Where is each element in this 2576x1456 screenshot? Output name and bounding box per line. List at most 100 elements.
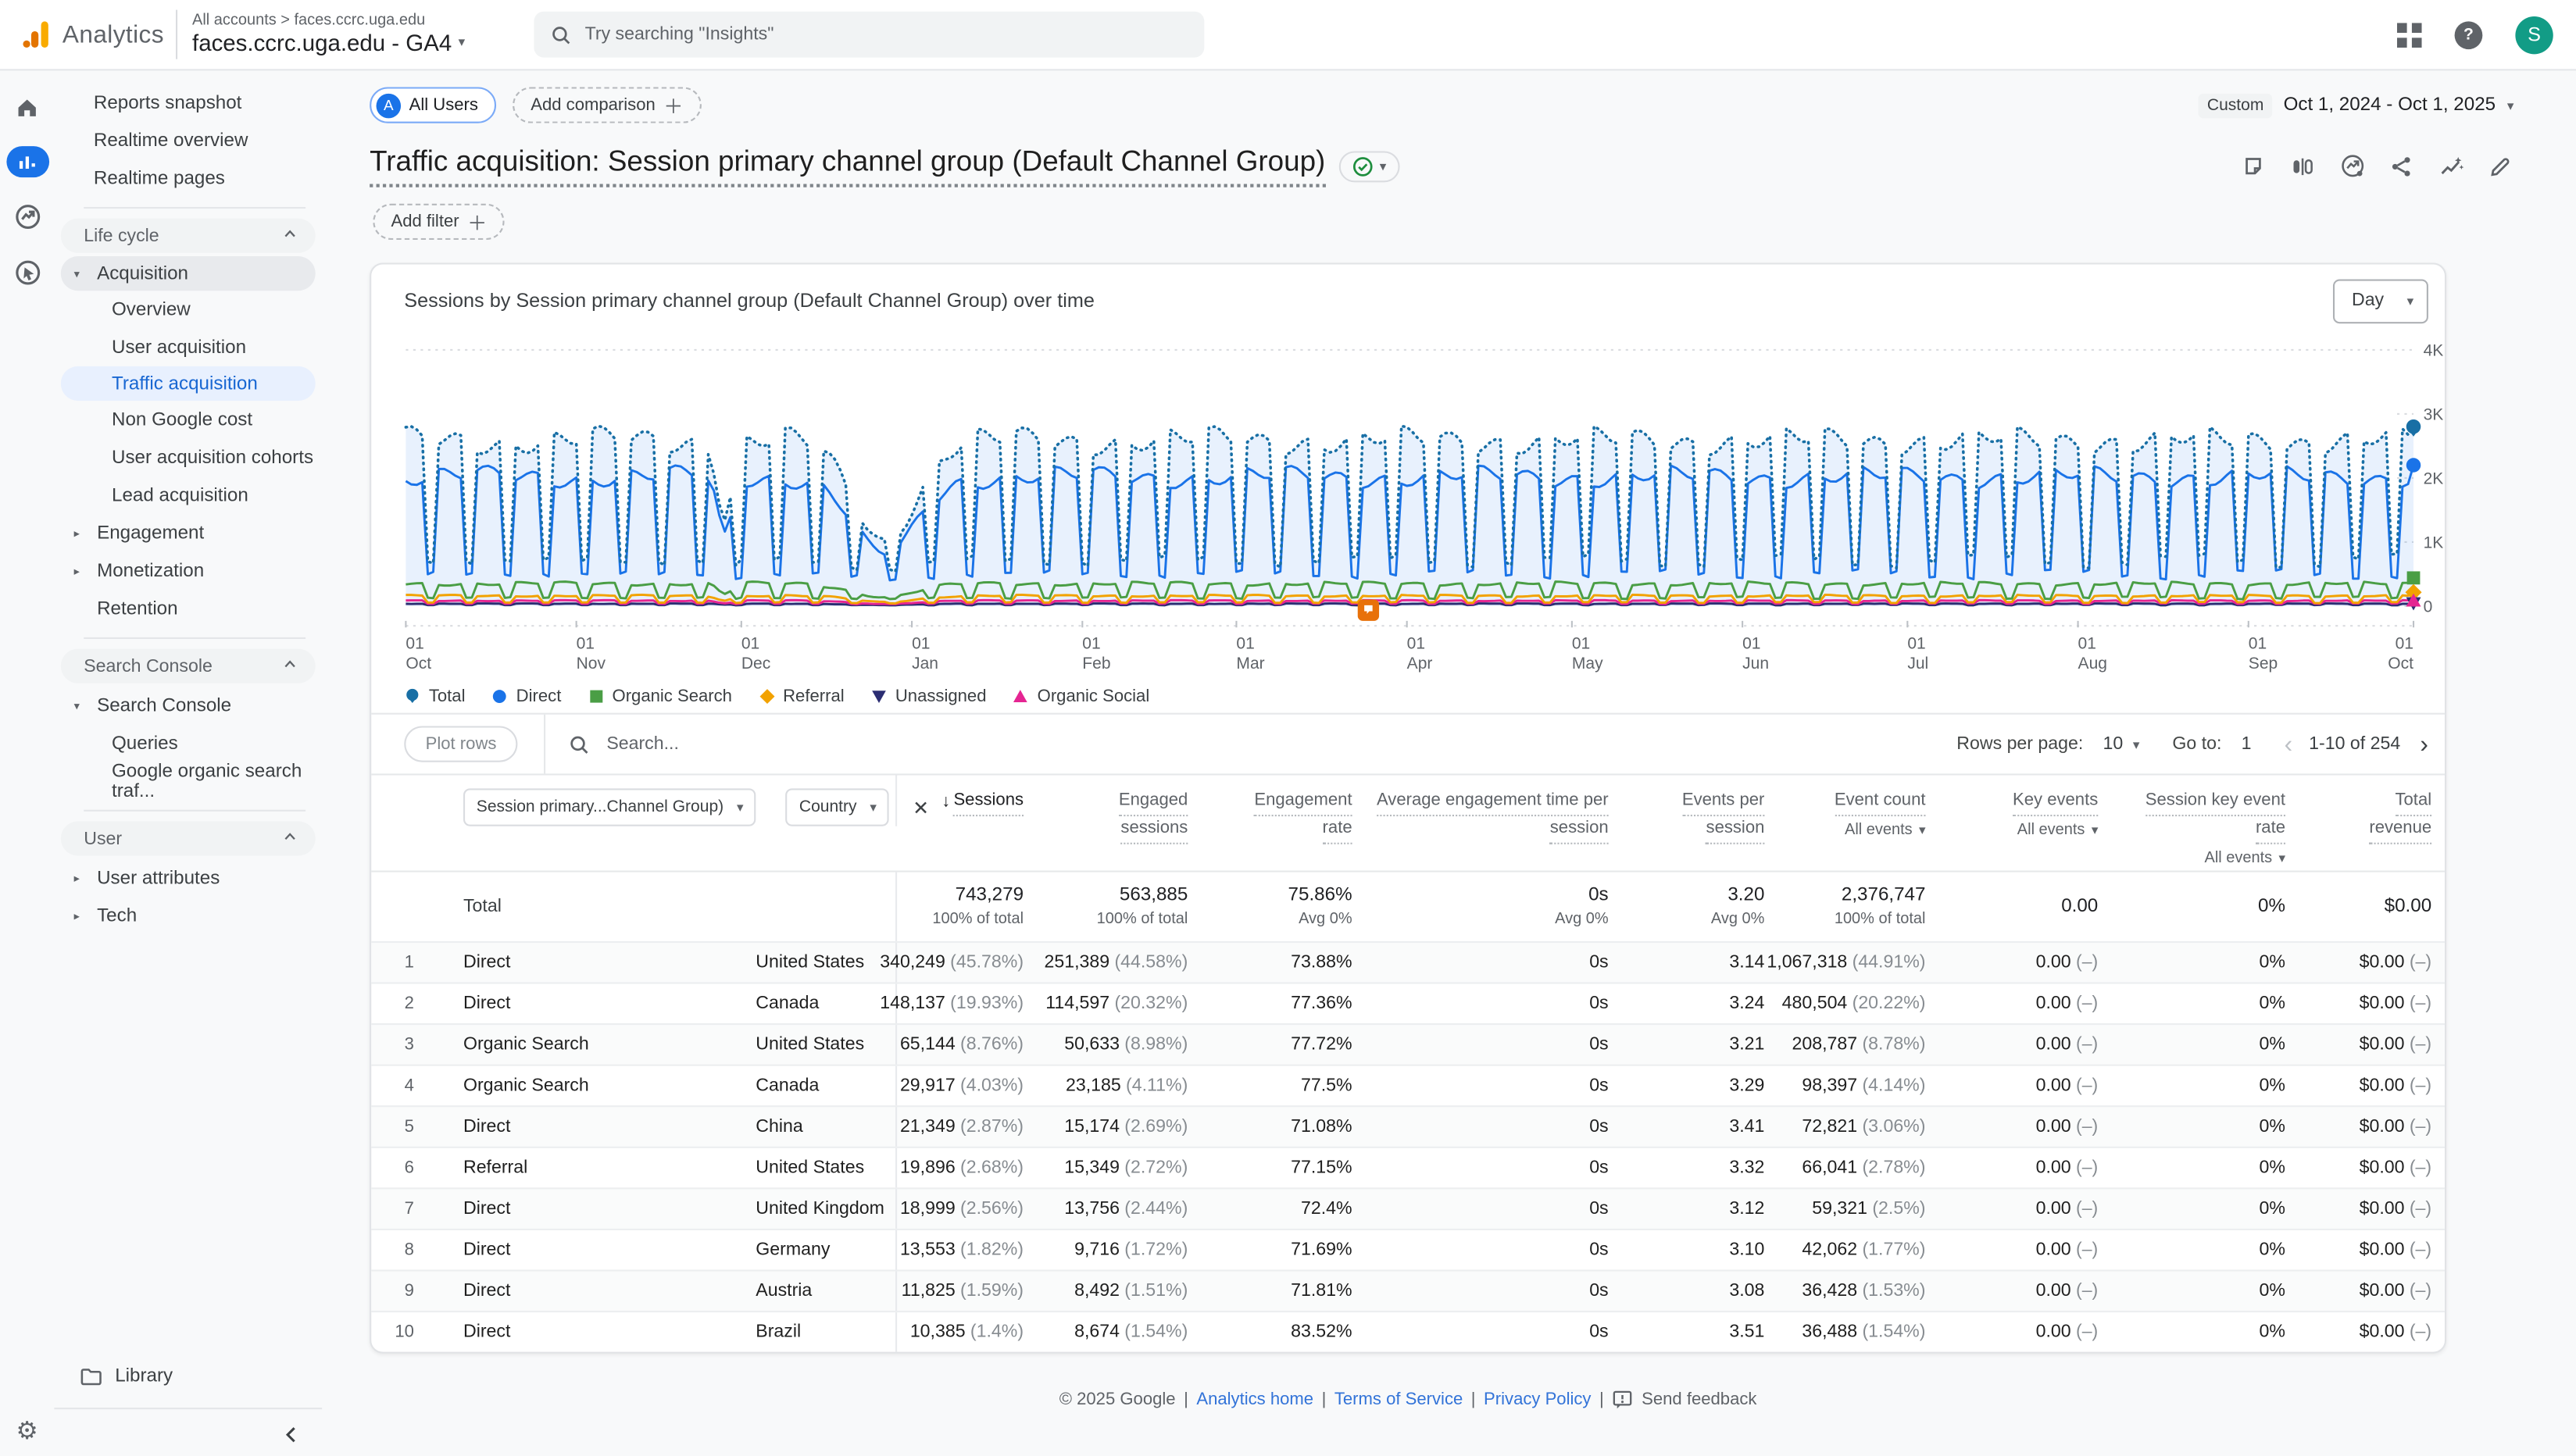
table-row[interactable]: 2 Direct Canada 148,137 (19.93%) 114,597 (20.3… — [371, 981, 2445, 1023]
cell-events: 66,041 (2.78%) — [1802, 1157, 1926, 1178]
sidebar-item-google-organic-search-traf-[interactable]: Google organic search traf... — [111, 761, 302, 801]
column-header-sessions[interactable]: ↓ Sessions — [897, 776, 1037, 816]
svg-text:0: 0 — [2424, 598, 2433, 616]
legend-item-referral[interactable]: Referral — [759, 687, 845, 706]
sidebar-item-queries[interactable]: Queries — [111, 733, 178, 754]
advertising-icon[interactable] — [11, 256, 44, 289]
cell-engaged: 15,174 (2.69%) — [1064, 1116, 1188, 1137]
share-icon[interactable] — [2387, 152, 2415, 180]
table-search-input[interactable] — [603, 732, 1103, 756]
apps-grid-icon[interactable] — [2396, 22, 2422, 47]
rows-per-page-value[interactable]: 10 — [2103, 733, 2124, 755]
cell-sessions: 148,137 (19.93%) — [880, 993, 1024, 1013]
sidebar-item-non-google-cost[interactable]: Non Google cost — [111, 409, 253, 430]
table-row[interactable]: 7 Direct United Kingdom 18,999 (2.56%) 13,756… — [371, 1187, 2445, 1229]
sidebar-item-retention[interactable]: Retention — [97, 598, 178, 619]
reports-icon[interactable] — [5, 146, 49, 178]
legend-item-unassigned[interactable]: Unassigned — [870, 687, 986, 706]
sidebar-item-reports-snapshot[interactable]: Reports snapshot — [93, 92, 242, 113]
next-page-icon[interactable]: › — [2420, 730, 2428, 758]
remove-dimension-icon[interactable]: ✕ — [913, 795, 930, 819]
table-row[interactable]: 6 Referral United States 19,896 (2.68%) 15,34… — [371, 1146, 2445, 1187]
sidebar-item-overview[interactable]: Overview — [111, 299, 191, 319]
add-filter-button[interactable]: Add filter ＋ — [373, 203, 506, 241]
sidebar-section-life-cycle[interactable]: Life cycle — [60, 218, 316, 253]
legend-item-organic-search[interactable]: Organic Search — [588, 687, 732, 706]
explore-icon[interactable] — [11, 201, 44, 234]
sidebar-item-engagement[interactable]: ▸ Engagement — [73, 523, 205, 543]
home-icon[interactable] — [11, 91, 44, 123]
report-status-badge[interactable]: ▾ — [1338, 150, 1399, 182]
insights-circle-icon[interactable] — [2338, 152, 2366, 180]
sidebar-item-search-console[interactable]: ▾ Search Console — [73, 695, 232, 716]
search-input[interactable]: Try searching "Insights" — [534, 11, 1205, 58]
avatar[interactable]: S — [2515, 15, 2553, 54]
column-header-rate[interactable]: Engagement rate — [1201, 776, 1365, 844]
table-row[interactable]: 8 Direct Germany 13,553 (1.82%) 9,716 (1.72%) 7… — [371, 1228, 2445, 1269]
event-filter-select[interactable]: All events ▾ — [2017, 819, 2098, 843]
divider — [84, 637, 306, 639]
date-range-picker[interactable]: Custom Oct 1, 2024 - Oct 1, 2025 ▾ — [2199, 92, 2513, 118]
legend-item-total[interactable]: Total — [404, 687, 465, 706]
link-terms[interactable]: Terms of Service — [1334, 1389, 1463, 1409]
breadcrumb[interactable]: All accounts > faces.ccrc.uga.edu — [192, 11, 426, 30]
table-row[interactable]: 9 Direct Austria 11,825 (1.59%) 8,492 (1.51%) 7… — [371, 1269, 2445, 1311]
primary-dimension-select[interactable]: Session primary...Channel Group) ▾ — [463, 788, 757, 826]
column-header-engaged[interactable]: Engaged sessions — [1037, 776, 1201, 844]
sidebar-item-realtime-overview[interactable]: Realtime overview — [93, 130, 248, 151]
chevron-down-icon[interactable]: ▾ — [2132, 737, 2140, 752]
edit-icon[interactable] — [2486, 152, 2514, 180]
table-row[interactable]: 3 Organic Search United States 65,144 (8.76%… — [371, 1022, 2445, 1065]
column-header-revenue[interactable]: Total revenue — [2299, 776, 2445, 844]
sidebar-section-user[interactable]: User — [60, 821, 316, 856]
add-comparison-button[interactable]: Add comparison ＋ — [513, 87, 702, 123]
table-row[interactable]: 5 Direct China 21,349 (2.87%) 15,174 (2.69%) 71… — [371, 1104, 2445, 1147]
sidebar-item-traffic-acquisition[interactable]: Traffic acquisition — [60, 366, 316, 401]
sidebar-item-user-acquisition[interactable]: User acquisition — [111, 337, 247, 358]
event-filter-select[interactable]: All events ▾ — [2205, 847, 2285, 870]
sidebar-section-search-console[interactable]: Search Console — [60, 648, 316, 683]
property-selector[interactable]: faces.ccrc.uga.edu - GA4 ▾ — [192, 28, 466, 55]
event-filter-select[interactable]: All events ▾ — [1845, 819, 1925, 843]
sidebar-item-tech[interactable]: ▸ Tech — [73, 905, 138, 926]
page-title[interactable]: Traffic acquisition: Session primary cha… — [370, 145, 1326, 187]
collapse-drawer-icon[interactable] — [281, 1423, 302, 1444]
link-analytics-home[interactable]: Analytics home — [1196, 1389, 1314, 1409]
column-header-key_events[interactable]: Key events All events ▾ — [1938, 776, 2111, 843]
previous-page-icon[interactable]: ‹ — [2284, 730, 2293, 758]
column-header-avg_time[interactable]: Average engagement time per session — [1365, 776, 1621, 844]
column-header-eps[interactable]: Events per session — [1621, 776, 1777, 844]
plot-rows-button[interactable]: Plot rows — [404, 726, 518, 762]
sidebar-item-acquisition[interactable]: ▾ Acquisition — [60, 256, 316, 291]
table-row[interactable]: 4 Organic Search Canada 29,917 (4.03%) 23,185… — [371, 1064, 2445, 1105]
sidebar-item-user-acquisition-cohorts[interactable]: User acquisition cohorts — [111, 448, 314, 468]
go-to-value[interactable]: 1 — [2241, 733, 2252, 755]
ab-compare-icon[interactable] — [2288, 152, 2317, 180]
note-icon[interactable] — [2239, 152, 2267, 180]
annotation-marker[interactable] — [1357, 599, 1380, 621]
sidebar-item-library[interactable]: Library — [54, 1355, 322, 1398]
chevron-down-icon: ▾ — [736, 800, 744, 815]
audience-chip-all-users[interactable]: A All Users — [370, 87, 497, 123]
sidebar-item-lead-acquisition[interactable]: Lead acquisition — [111, 485, 248, 505]
help-icon[interactable]: ? — [2454, 20, 2483, 49]
cell-skr: 0% — [2259, 952, 2285, 972]
send-feedback[interactable]: Send feedback — [1642, 1389, 1757, 1409]
sidebar-item-user-attributes[interactable]: ▸ User attributes — [73, 868, 220, 888]
legend-item-direct[interactable]: Direct — [491, 687, 561, 706]
table-row[interactable]: 1 Direct United States 340,249 (45.78%) 251,3… — [371, 940, 2445, 982]
line-chart[interactable]: 4K 3K 2K 1K 0 01 Oct 01 Nov 01 Dec 01 Jan 01 Feb 01 Mar 0… — [371, 327, 2445, 678]
magic-insights-icon[interactable] — [2436, 152, 2464, 180]
analytics-logo[interactable]: Analytics — [0, 18, 173, 51]
legend-item-organic-social[interactable]: Organic Social — [1013, 687, 1149, 706]
secondary-dimension-select[interactable]: Country ▾ — [786, 788, 890, 826]
sidebar-item-realtime-pages[interactable]: Realtime pages — [93, 168, 225, 188]
link-privacy[interactable]: Privacy Policy — [1484, 1389, 1592, 1409]
column-header-skr[interactable]: Session key event rate All events ▾ — [2111, 776, 2299, 870]
table-row[interactable]: 10 Direct Brazil 10,385 (1.4%) 8,674 (1.54%) 83… — [371, 1310, 2445, 1352]
column-header-events[interactable]: Event count All events ▾ — [1777, 776, 1938, 843]
cell-key_events: 0.00 (–) — [2035, 1116, 2099, 1137]
granularity-select[interactable]: Day ▾ — [2333, 278, 2428, 323]
sidebar-item-monetization[interactable]: ▸ Monetization — [73, 561, 205, 581]
settings-gear-icon[interactable]: ⚙ — [16, 1417, 38, 1446]
